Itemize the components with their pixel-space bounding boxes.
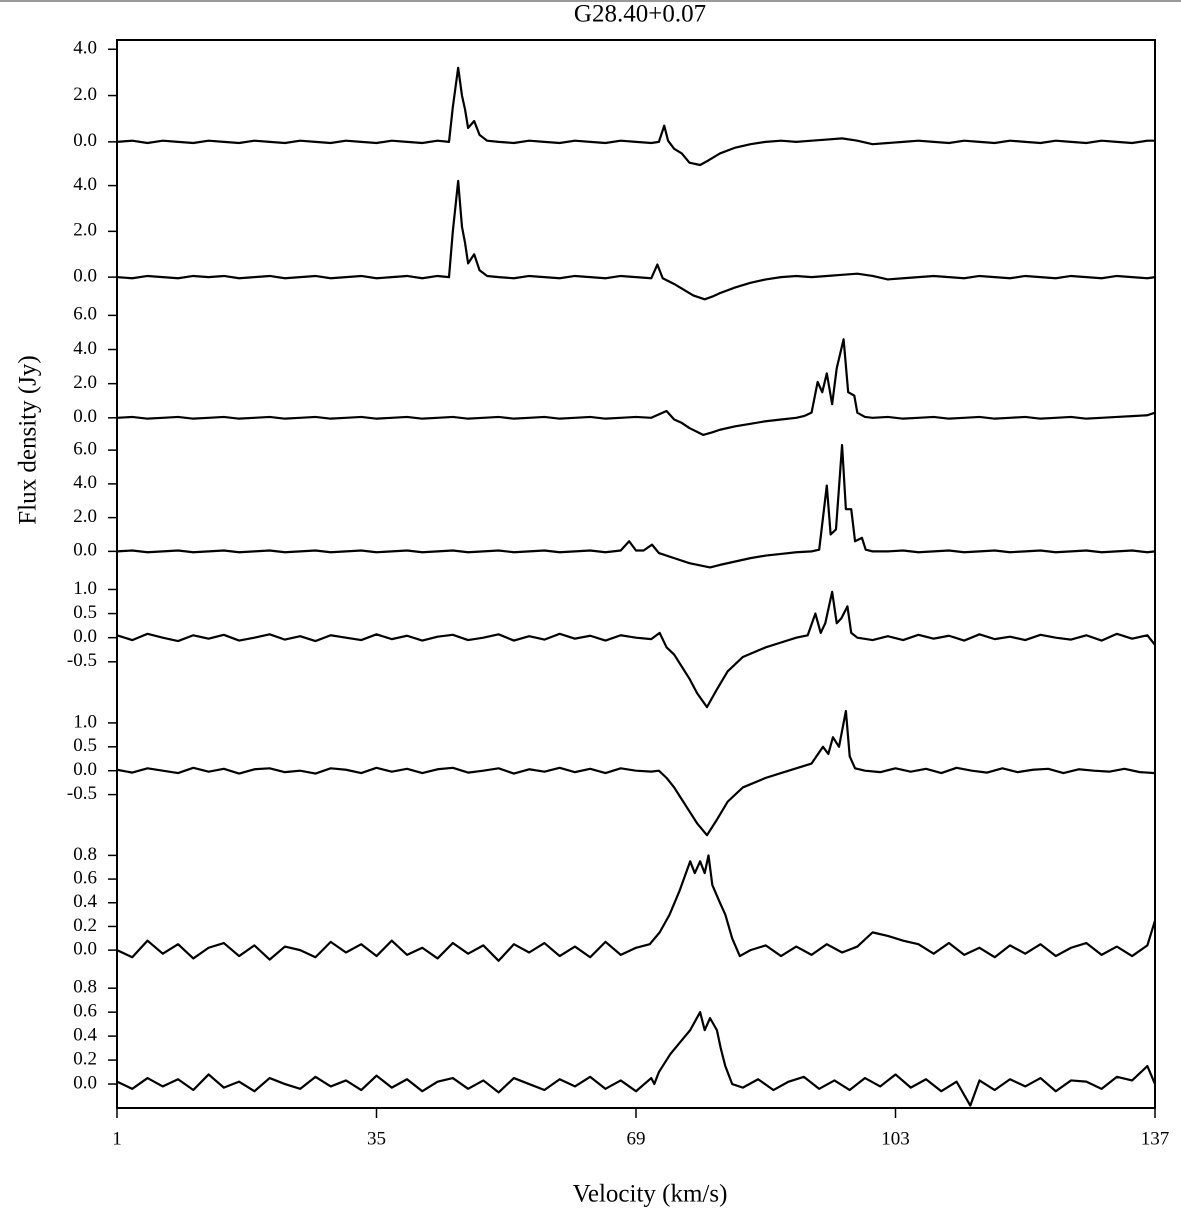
y-tick-label: 0.2 xyxy=(73,915,97,936)
y-tick-label: 0.0 xyxy=(73,130,97,151)
y-tick-label: -0.5 xyxy=(67,783,97,804)
y-tick-label: 0.6 xyxy=(73,1001,97,1022)
y-tick-label: 0.5 xyxy=(73,735,97,756)
spectrum-line xyxy=(116,1011,1157,1107)
y-tick-label: 0.8 xyxy=(73,844,97,865)
y-tick-label: 0.6 xyxy=(73,867,97,888)
y-tick-label: 0.0 xyxy=(73,938,97,959)
x-tick-label: 137 xyxy=(1141,1128,1170,1149)
y-tick-label: 0.0 xyxy=(73,759,97,780)
y-tick-label: 0.4 xyxy=(73,1024,97,1045)
spectrum-line xyxy=(116,709,1156,837)
spectrum-line xyxy=(116,443,1156,569)
y-tick-label: 0.0 xyxy=(73,626,97,647)
y-tick-label: 0.2 xyxy=(73,1048,97,1069)
y-tick-label: 0.0 xyxy=(73,1072,97,1093)
y-tick-label: 0.0 xyxy=(73,265,97,286)
y-tick-label: 0.0 xyxy=(73,406,97,427)
x-axis-label: Velocity (km/s) xyxy=(573,1181,728,1208)
y-tick-label: 0.8 xyxy=(73,977,97,998)
y-tick-label: 0.0 xyxy=(73,540,97,561)
y-axis-label: Flux density (Jy) xyxy=(15,355,42,524)
y-tick-label: 4.0 xyxy=(73,38,97,59)
y-tick-label: 0.4 xyxy=(73,891,97,912)
y-tick-label: 2.0 xyxy=(73,84,97,105)
y-tick-label: 4.0 xyxy=(73,472,97,493)
y-tick-label: 4.0 xyxy=(73,174,97,195)
y-tick-label: 0.5 xyxy=(73,602,97,623)
y-tick-label: 4.0 xyxy=(73,338,97,359)
spectrum-line xyxy=(116,854,1157,962)
chart-title: G28.40+0.07 xyxy=(574,1,706,28)
y-tick-label: 1.0 xyxy=(73,711,97,732)
x-tick-label: 35 xyxy=(367,1128,386,1149)
y-tick-label: 2.0 xyxy=(73,220,97,241)
y-tick-label: 6.0 xyxy=(73,438,97,459)
x-tick-label: 103 xyxy=(881,1128,910,1149)
x-tick-label: 1 xyxy=(112,1128,122,1149)
x-tick-label: 69 xyxy=(627,1128,646,1149)
spectrum-line xyxy=(116,590,1156,709)
y-tick-label: 2.0 xyxy=(73,506,97,527)
spectrum-line xyxy=(116,179,1156,301)
y-tick-label: 2.0 xyxy=(73,372,97,393)
y-tick-label: -0.5 xyxy=(67,650,97,671)
spectrum-line xyxy=(116,66,1155,167)
spectrum-line xyxy=(116,338,1156,436)
y-tick-label: 1.0 xyxy=(73,578,97,599)
y-tick-label: 6.0 xyxy=(73,304,97,325)
